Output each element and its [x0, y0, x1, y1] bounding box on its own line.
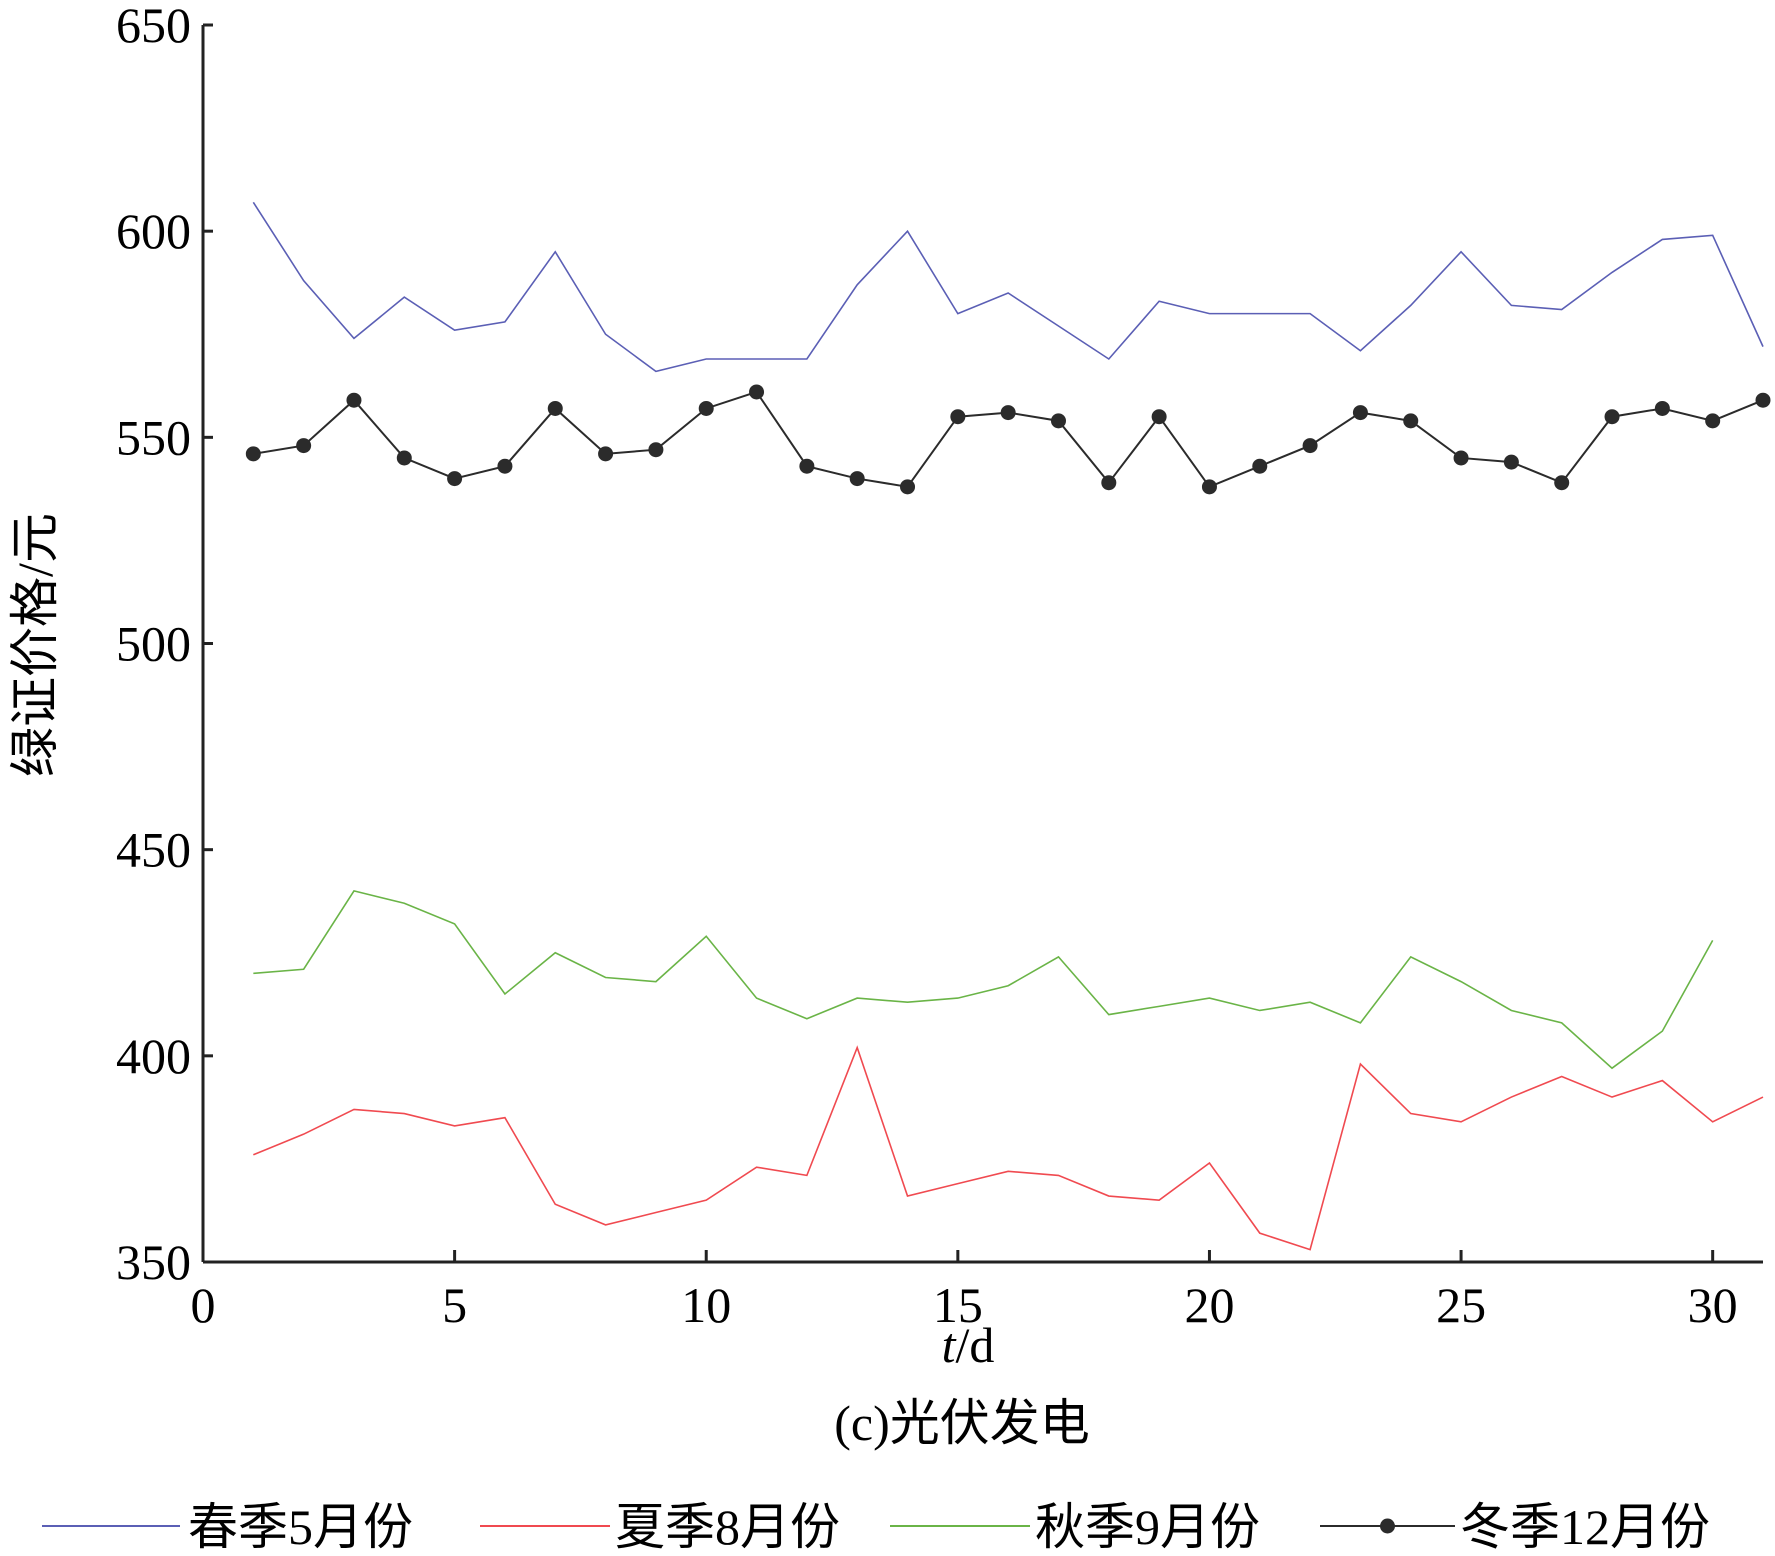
data-point — [1654, 400, 1670, 416]
data-point — [346, 392, 362, 408]
x-tick-label: 0 — [191, 1277, 216, 1333]
series-line-1 — [252, 201, 1764, 373]
y-tick-label: 550 — [116, 409, 191, 465]
data-point — [1453, 450, 1469, 466]
data-point — [1050, 413, 1066, 429]
y-tick-label: 600 — [116, 203, 191, 259]
data-point — [1705, 413, 1721, 429]
data-point — [296, 438, 312, 454]
data-point — [900, 479, 916, 495]
data-point — [849, 471, 865, 487]
data-point — [1201, 479, 1217, 495]
x-tick-label: 5 — [442, 1277, 467, 1333]
data-point — [698, 400, 714, 416]
data-point — [1403, 413, 1419, 429]
data-point — [1101, 475, 1117, 491]
data-point — [799, 458, 815, 474]
data-point — [245, 446, 261, 462]
legend-label-1: 春季5月份 — [188, 1499, 413, 1555]
x-axis-title-italic: t — [942, 1317, 957, 1373]
data-point — [1151, 409, 1167, 425]
x-axis-title: t/d — [942, 1317, 995, 1373]
data-point — [598, 446, 614, 462]
data-point — [447, 471, 463, 487]
data-point — [1554, 475, 1570, 491]
legend-marker — [1380, 1518, 1395, 1534]
y-tick-label: 450 — [116, 822, 191, 878]
data-point — [749, 384, 765, 400]
y-tick-label: 500 — [116, 616, 191, 672]
data-point — [648, 442, 664, 458]
chart-caption: (c)光伏发电 — [834, 1395, 1090, 1451]
data-point — [1252, 458, 1268, 474]
data-point — [547, 400, 563, 416]
series-line-3 — [253, 889, 1714, 1070]
data-point — [497, 458, 513, 474]
y-tick-label: 650 — [116, 0, 191, 53]
legend-label-3: 秋季9月份 — [1035, 1499, 1260, 1555]
data-point — [1352, 405, 1368, 421]
plot-area: 0 5 10 15 20 25 30 350 400 450 500 550 600 650 — [116, 0, 1771, 1333]
data-point — [1000, 405, 1016, 421]
x-tick-label: 30 — [1688, 1277, 1738, 1333]
data-point — [1755, 392, 1771, 408]
x-tick-label: 15 — [933, 1277, 983, 1333]
x-tick-label: 10 — [681, 1277, 731, 1333]
data-point — [396, 450, 412, 466]
x-tick-label: 20 — [1184, 1277, 1234, 1333]
series-line-2 — [253, 1045, 1764, 1251]
y-tick-label: 400 — [116, 1028, 191, 1084]
legend: 春季5月份 夏季8月份 秋季9月份 冬季12月份 — [42, 1499, 1710, 1555]
y-tick-label: 350 — [116, 1234, 191, 1290]
legend-label-4: 冬季12月份 — [1460, 1499, 1710, 1555]
data-point — [1604, 409, 1620, 425]
data-point — [1302, 438, 1318, 454]
x-axis-title-unit: /d — [956, 1317, 995, 1373]
data-point — [950, 409, 966, 425]
y-axis-title: 绿证价格/元 — [7, 513, 63, 777]
series-layer — [245, 201, 1771, 1251]
legend-label-2: 夏季8月份 — [615, 1499, 840, 1555]
data-point — [1503, 454, 1519, 470]
axis-ticks: 0 5 10 15 20 25 30 350 400 450 500 550 600 650 — [116, 0, 1738, 1333]
x-tick-label: 25 — [1436, 1277, 1486, 1333]
